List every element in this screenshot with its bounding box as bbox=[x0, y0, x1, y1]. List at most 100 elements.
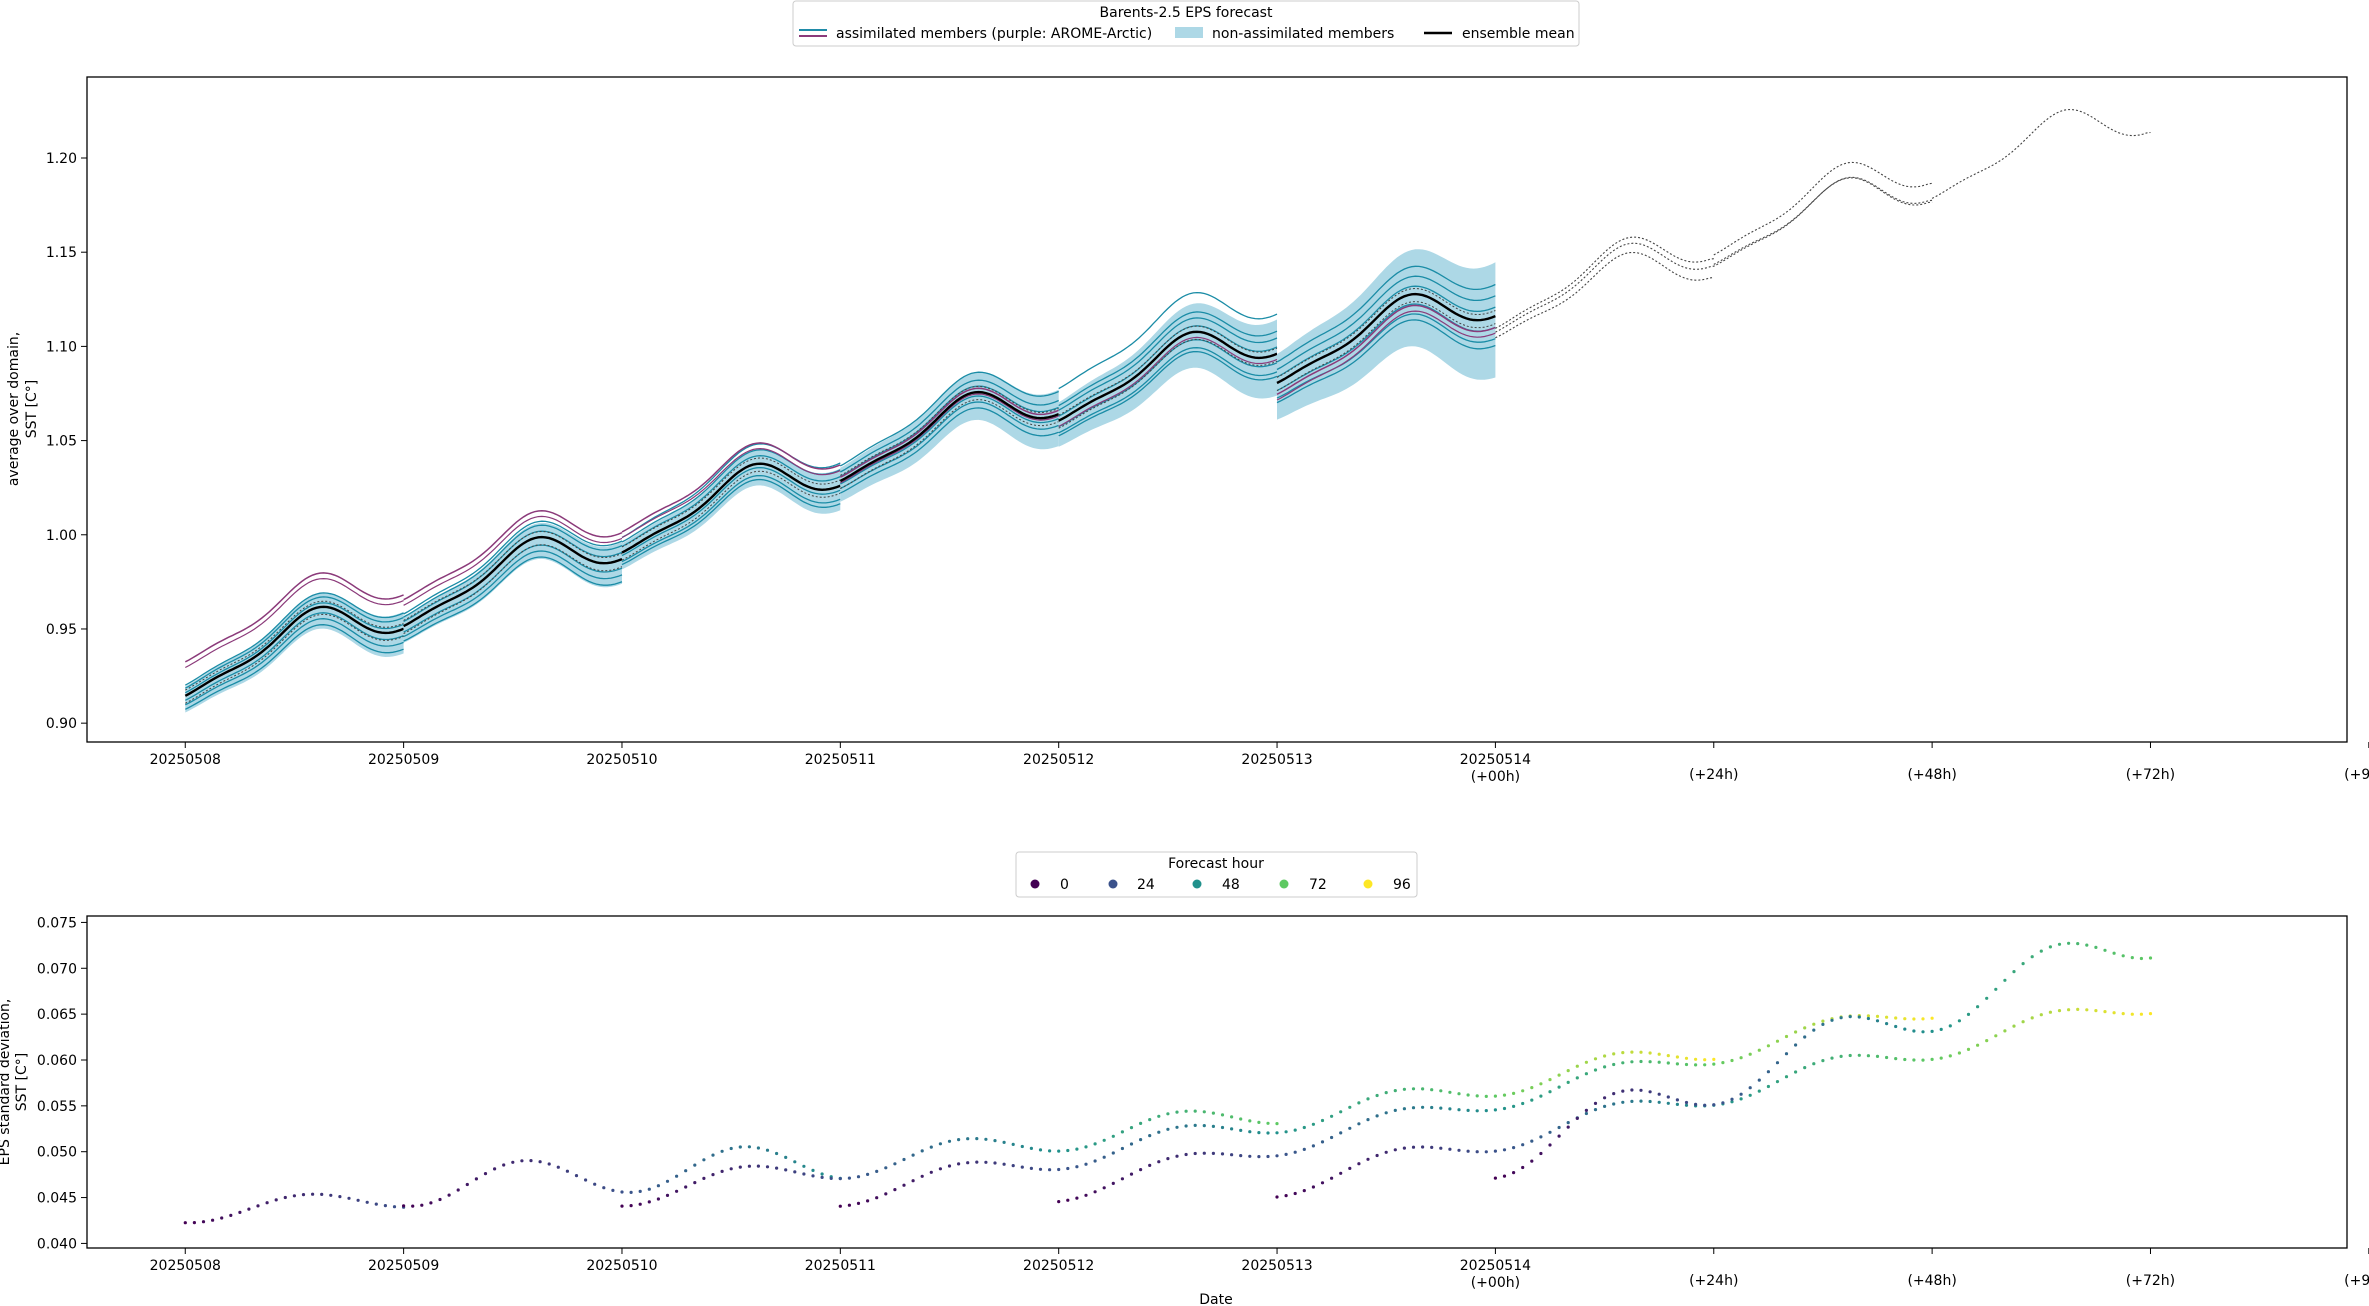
std-point-5-41 bbox=[1648, 1099, 1652, 1104]
std-point-5-64 bbox=[1857, 1053, 1861, 1057]
std-point-4-2 bbox=[1075, 1196, 1079, 1200]
std-point-5-63 bbox=[1848, 1053, 1852, 1058]
std-point-6-8 bbox=[1566, 1125, 1570, 1129]
std-point-5-27 bbox=[1521, 1143, 1525, 1147]
ensemble-mean-line-2 bbox=[621, 462, 841, 554]
legend-label-assimilated: assimilated members (purple: AROME-Arcti… bbox=[836, 26, 1152, 42]
std-point-2-70 bbox=[1257, 1120, 1261, 1124]
std-point-4-83 bbox=[1812, 1022, 1816, 1026]
std-point-1-0 bbox=[402, 1204, 406, 1208]
future-forecast-line-3-0 bbox=[1931, 108, 2151, 199]
std-point-3-96 bbox=[1712, 1057, 1716, 1061]
std-point-1-40 bbox=[765, 1148, 770, 1152]
std-point-4-62 bbox=[1621, 1061, 1625, 1065]
legend-swatch-non-assimilated bbox=[1175, 27, 1203, 38]
std-point-3-53 bbox=[1320, 1118, 1325, 1123]
std-point-5-85 bbox=[2048, 1010, 2052, 1014]
std-point-3-36 bbox=[1166, 1127, 1170, 1131]
std-point-5-36 bbox=[1603, 1104, 1607, 1108]
std-point-3-0 bbox=[838, 1204, 842, 1208]
std-point-5-24 bbox=[1493, 1149, 1497, 1153]
std-point-5-6 bbox=[1330, 1176, 1334, 1180]
std-run-5 bbox=[1275, 1007, 2153, 1199]
bottom-xtick-label-3: 20250511 bbox=[805, 1258, 876, 1274]
std-point-5-19 bbox=[1448, 1147, 1452, 1151]
legend-entry-hour-24: 24 bbox=[1108, 877, 1155, 893]
arome-arctic-line-b-5 bbox=[1276, 310, 1496, 401]
bottom-xtick-label-2: 20250510 bbox=[586, 1258, 657, 1274]
std-point-5-71 bbox=[1921, 1058, 1925, 1062]
std-point-2-10 bbox=[711, 1173, 715, 1177]
std-point-6-9 bbox=[1575, 1116, 1579, 1120]
bottom-y-axis-ticks: 0.040 0.045 0.050 0.055 0.060 0.065 0.070 0.075 bbox=[37, 915, 87, 1252]
forecast-segment-3 bbox=[839, 371, 1060, 502]
std-point-5-11 bbox=[1375, 1153, 1379, 1158]
std-point-2-14 bbox=[747, 1164, 752, 1168]
std-point-5-18 bbox=[1439, 1146, 1443, 1150]
std-point-6-53 bbox=[1976, 1005, 1980, 1009]
std-point-4-58 bbox=[1584, 1072, 1588, 1076]
top-xtick-label-2: 20250510 bbox=[586, 752, 657, 768]
std-point-6-72 bbox=[2148, 956, 2153, 960]
forecast-segment-5 bbox=[1276, 249, 1496, 420]
std-point-6-16 bbox=[1639, 1088, 1643, 1092]
bottom-ytick-label-2: 0.050 bbox=[37, 1145, 77, 1161]
std-point-0-5 bbox=[229, 1213, 233, 1217]
std-point-6-69 bbox=[2121, 954, 2125, 958]
std-point-3-90 bbox=[1657, 1052, 1661, 1056]
std-point-4-43 bbox=[1448, 1107, 1452, 1111]
std-point-4-38 bbox=[1402, 1107, 1406, 1111]
std-point-1-42 bbox=[784, 1155, 788, 1159]
std-point-4-82 bbox=[1803, 1026, 1807, 1030]
std-point-3-59 bbox=[1375, 1093, 1379, 1098]
std-point-5-13 bbox=[1393, 1148, 1397, 1152]
std-point-4-17 bbox=[1211, 1151, 1215, 1155]
top-data-layer bbox=[184, 108, 2151, 713]
std-point-5-37 bbox=[1612, 1102, 1616, 1106]
std-point-1-29 bbox=[665, 1179, 670, 1183]
std-point-6-6 bbox=[1548, 1143, 1552, 1147]
dashed-member-line-0-1 bbox=[185, 600, 404, 691]
non-assimilated-band-4 bbox=[1058, 303, 1277, 447]
top-legend-box bbox=[792, 0, 1580, 47]
forecast-segment-1 bbox=[403, 510, 623, 643]
std-point-5-77 bbox=[1976, 1043, 1980, 1047]
std-point-4-91 bbox=[1885, 1015, 1889, 1019]
std-point-4-70 bbox=[1694, 1063, 1698, 1067]
std-point-2-2 bbox=[638, 1202, 642, 1206]
arome-arctic-line-b-2 bbox=[621, 447, 841, 539]
std-point-4-34 bbox=[1366, 1118, 1370, 1122]
std-point-5-58 bbox=[1803, 1066, 1807, 1070]
std-point-4-44 bbox=[1457, 1108, 1461, 1112]
top-xtick-label-0: 20250508 bbox=[150, 752, 221, 768]
std-point-0-11 bbox=[283, 1195, 287, 1200]
std-point-6-13 bbox=[1612, 1092, 1616, 1096]
std-point-3-34 bbox=[1148, 1134, 1152, 1138]
std-point-3-58 bbox=[1366, 1097, 1370, 1101]
legend-label-hour-24: 24 bbox=[1137, 877, 1155, 893]
std-point-4-6 bbox=[1111, 1181, 1115, 1185]
std-point-4-67 bbox=[1666, 1061, 1670, 1065]
std-point-3-62 bbox=[1402, 1087, 1406, 1091]
std-point-1-24 bbox=[620, 1190, 624, 1194]
std-point-3-5 bbox=[884, 1192, 888, 1196]
std-point-1-12 bbox=[511, 1160, 515, 1164]
std-point-2-25 bbox=[847, 1176, 852, 1180]
std-point-6-25 bbox=[1721, 1101, 1725, 1105]
ensemble-mean-line-3 bbox=[839, 390, 1060, 483]
std-point-2-51 bbox=[1084, 1145, 1088, 1149]
std-point-6-56 bbox=[2003, 978, 2007, 982]
std-point-4-65 bbox=[1648, 1060, 1652, 1064]
std-point-6-70 bbox=[2130, 956, 2134, 960]
std-point-3-45 bbox=[1248, 1130, 1252, 1134]
std-point-5-83 bbox=[2030, 1016, 2034, 1020]
top-y-axis-ticks: 0.90 0.95 1.00 1.05 1.10 1.15 1.20 bbox=[46, 151, 87, 732]
std-point-6-28 bbox=[1748, 1086, 1752, 1090]
std-point-2-48 bbox=[1057, 1149, 1061, 1153]
std-point-2-12 bbox=[729, 1167, 733, 1171]
std-point-4-25 bbox=[1284, 1152, 1288, 1156]
std-point-4-40 bbox=[1421, 1105, 1425, 1109]
std-point-1-43 bbox=[793, 1160, 797, 1164]
std-point-3-86 bbox=[1621, 1051, 1625, 1055]
arome-arctic-line-5 bbox=[1276, 304, 1496, 395]
